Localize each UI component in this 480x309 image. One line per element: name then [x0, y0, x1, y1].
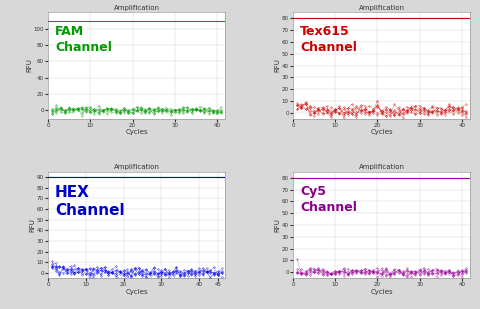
Title: Amplification: Amplification: [114, 164, 160, 170]
Text: FAM
Channel: FAM Channel: [55, 25, 112, 54]
X-axis label: Cycles: Cycles: [371, 289, 393, 295]
X-axis label: Cycles: Cycles: [371, 129, 393, 135]
Y-axis label: RFU: RFU: [275, 218, 280, 232]
Title: Amplification: Amplification: [114, 5, 160, 11]
Title: Amplification: Amplification: [359, 164, 405, 170]
Y-axis label: RFU: RFU: [26, 59, 32, 72]
Text: Cy5
Channel: Cy5 Channel: [300, 184, 357, 214]
X-axis label: Cycles: Cycles: [125, 129, 148, 135]
Text: Tex615
Channel: Tex615 Channel: [300, 25, 357, 54]
X-axis label: Cycles: Cycles: [125, 289, 148, 295]
Title: Amplification: Amplification: [359, 5, 405, 11]
Text: HEX
Channel: HEX Channel: [55, 184, 125, 218]
Y-axis label: RFU: RFU: [29, 218, 36, 232]
Y-axis label: RFU: RFU: [275, 59, 280, 72]
